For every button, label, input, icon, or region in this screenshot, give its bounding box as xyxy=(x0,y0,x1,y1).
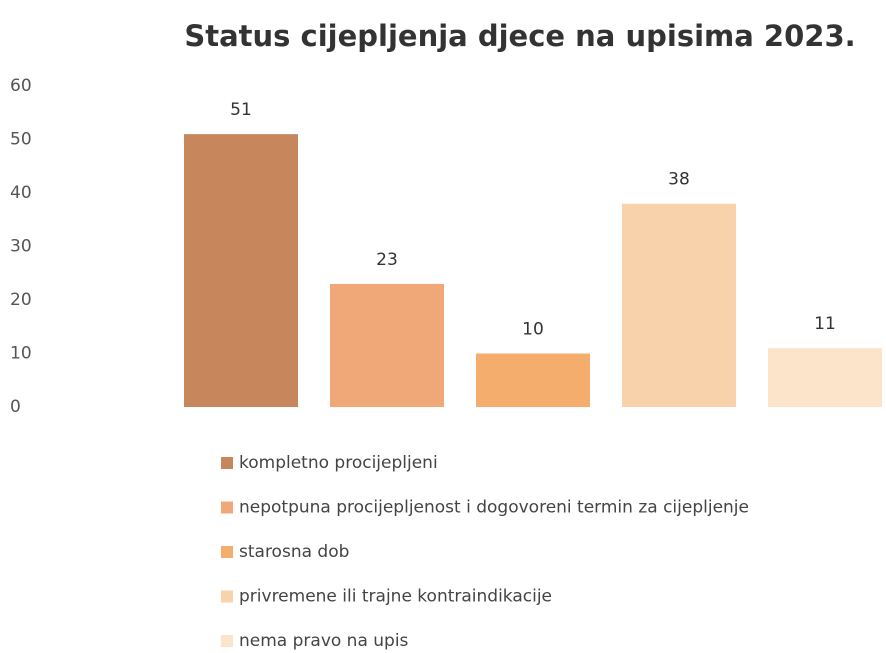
data-label: 10 xyxy=(522,320,544,340)
bar xyxy=(622,203,736,407)
y-tick-label: 50 xyxy=(10,130,32,150)
y-tick-label: 40 xyxy=(10,183,32,203)
data-label: 51 xyxy=(230,100,252,120)
legend-label: starosna dob xyxy=(239,542,349,562)
legend-swatch xyxy=(221,635,233,647)
legend-swatch xyxy=(221,546,233,558)
data-label: 38 xyxy=(668,170,690,190)
legend-swatch xyxy=(221,501,233,514)
legend-label: privremene ili trajne kontraindikacije xyxy=(239,587,552,607)
bar xyxy=(476,353,590,407)
y-tick-label: 10 xyxy=(10,344,32,364)
y-tick-label: 20 xyxy=(10,290,32,310)
bar xyxy=(330,283,444,407)
chart-title: Status cijepljenja djece na upisima 2023… xyxy=(184,19,855,53)
legend-swatch xyxy=(221,590,233,603)
y-tick-label: 60 xyxy=(10,76,32,96)
bar xyxy=(184,134,298,407)
legend-label: kompletno procijepljeni xyxy=(239,453,438,473)
data-label: 23 xyxy=(376,250,398,270)
legend-label: nepotpuna procijepljenost i dogovoreni t… xyxy=(239,498,749,518)
y-tick-label: 30 xyxy=(10,237,32,257)
legend-swatch xyxy=(221,457,233,469)
legend-label: nema pravo na upis xyxy=(239,631,409,651)
bar xyxy=(768,348,882,407)
data-label: 11 xyxy=(814,314,836,334)
y-tick-label: 0 xyxy=(10,397,21,417)
